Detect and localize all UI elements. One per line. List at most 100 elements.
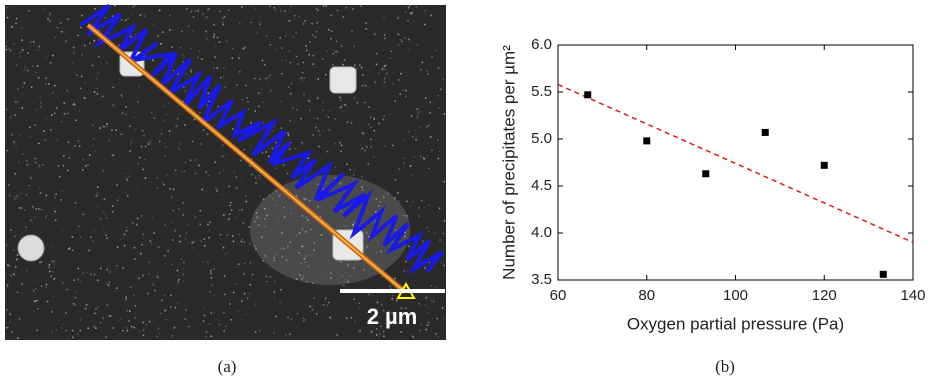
speckle <box>182 214 185 216</box>
speckle <box>21 27 23 29</box>
speckle <box>420 155 422 158</box>
speckle <box>144 158 146 161</box>
speckle <box>412 136 414 138</box>
y-tick-label: 4.5 <box>531 177 552 194</box>
speckle <box>388 113 391 115</box>
speckle <box>183 170 186 172</box>
measure-line-core <box>87 24 406 293</box>
speckle <box>302 320 305 322</box>
speckle <box>297 63 299 65</box>
speckle <box>174 230 176 232</box>
speckle <box>317 78 319 80</box>
speckle <box>120 133 123 136</box>
speckle <box>231 128 234 130</box>
speckle <box>180 170 183 173</box>
speckle <box>397 192 399 194</box>
speckle <box>329 110 331 112</box>
speckle <box>294 18 296 20</box>
data-point <box>702 170 710 178</box>
speckle <box>134 258 136 260</box>
speckle <box>96 192 99 195</box>
speckle <box>240 181 242 184</box>
speckle <box>280 289 282 291</box>
speckle <box>243 292 246 295</box>
speckle <box>5 244 8 246</box>
speckle <box>400 47 402 49</box>
speckle <box>382 118 385 121</box>
speckle <box>184 238 187 240</box>
speckle <box>184 161 187 164</box>
speckle <box>400 320 403 322</box>
speckle <box>243 148 246 151</box>
speckle <box>340 261 342 263</box>
speckle <box>18 161 20 163</box>
speckle <box>20 192 22 195</box>
speckle <box>207 223 209 226</box>
speckle <box>28 184 31 187</box>
speckle <box>38 208 40 210</box>
speckle <box>390 287 393 290</box>
data-point <box>879 270 887 278</box>
speckle <box>277 196 280 198</box>
speckle <box>106 62 108 64</box>
speckle <box>157 246 160 248</box>
speckle <box>412 201 414 203</box>
speckle <box>124 299 127 301</box>
speckle <box>67 141 70 143</box>
speckle <box>65 289 67 291</box>
speckle <box>68 157 70 159</box>
speckle <box>151 216 153 218</box>
speckle <box>148 320 151 323</box>
speckle <box>426 305 428 308</box>
speckle <box>192 241 195 243</box>
speckle <box>300 117 302 120</box>
speckle <box>435 49 437 52</box>
speckle <box>202 261 205 263</box>
speckle <box>65 329 67 332</box>
speckle <box>103 228 105 231</box>
scale-bar-label: 2 µm <box>367 304 418 329</box>
speckle <box>120 18 123 21</box>
speckle <box>352 8 354 10</box>
speckle <box>391 294 394 297</box>
speckle <box>50 114 53 116</box>
speckle <box>360 5 362 7</box>
speckle <box>304 198 307 201</box>
speckle <box>47 18 49 20</box>
speckle <box>30 41 32 43</box>
speckle <box>273 331 275 334</box>
speckle <box>378 122 381 125</box>
speckle <box>33 300 35 303</box>
speckle <box>259 194 262 197</box>
speckle <box>134 34 136 36</box>
speckle <box>209 269 212 272</box>
speckle <box>163 142 166 145</box>
speckle <box>72 146 74 149</box>
speckle <box>443 220 446 222</box>
speckle <box>160 43 162 45</box>
speckle <box>157 277 160 279</box>
speckle <box>60 30 63 33</box>
speckle <box>16 195 19 197</box>
speckle <box>32 289 35 292</box>
speckle <box>189 47 192 50</box>
speckle <box>266 214 269 217</box>
speckle <box>295 195 298 198</box>
speckle <box>322 109 324 111</box>
speckle <box>313 242 316 244</box>
speckle <box>45 216 47 218</box>
speckle <box>301 141 303 144</box>
speckle <box>170 196 173 199</box>
speckle <box>369 138 372 141</box>
speckle <box>14 173 16 175</box>
speckle <box>406 200 408 203</box>
speckle <box>397 212 400 215</box>
speckle <box>122 329 124 332</box>
speckle <box>388 324 391 327</box>
speckle <box>375 211 377 213</box>
speckle <box>239 71 241 73</box>
speckle <box>220 91 223 94</box>
speckle <box>443 180 446 183</box>
speckle <box>221 194 223 196</box>
speckle <box>107 87 110 89</box>
